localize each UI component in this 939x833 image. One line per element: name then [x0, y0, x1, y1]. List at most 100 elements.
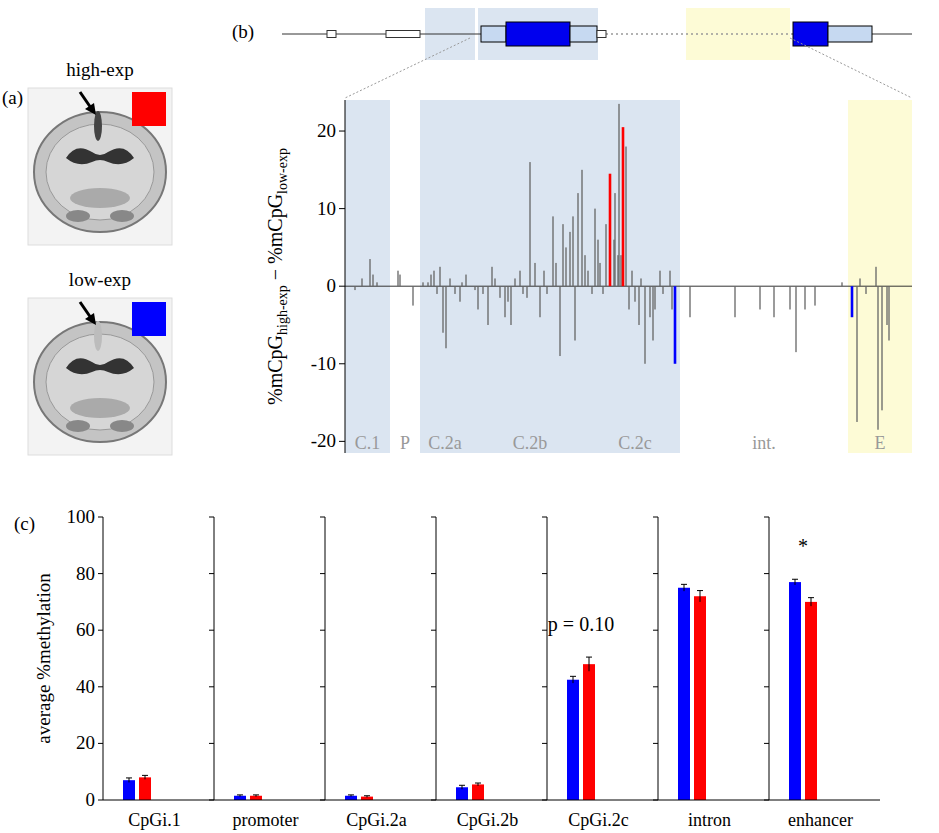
brain-section — [34, 322, 166, 442]
cpg-bar — [841, 282, 842, 286]
y-axis — [325, 517, 326, 800]
y-tick — [339, 286, 345, 287]
error-cap — [364, 795, 370, 796]
y-tick-label: 10 — [317, 198, 336, 219]
cpg-bar — [514, 278, 515, 286]
cpg-bar — [795, 286, 796, 352]
annotation: * — [798, 535, 808, 557]
y-tick — [764, 800, 769, 801]
cpg-bar — [584, 255, 585, 286]
error-bar — [475, 783, 481, 786]
region-band — [345, 100, 390, 453]
cpg-bar — [436, 286, 437, 294]
x-axis — [214, 800, 325, 801]
error-line — [145, 775, 146, 779]
bar — [345, 796, 357, 800]
error-bar — [348, 795, 354, 797]
error-bar — [808, 598, 814, 606]
utr — [828, 26, 872, 42]
y-tick — [339, 208, 345, 209]
cpg-bar — [591, 286, 592, 294]
y-axis-title: %mCpGhigh-exp − %mCpGlow-exp — [264, 148, 290, 405]
y-tick-label: 60 — [76, 619, 95, 640]
region-band — [848, 100, 912, 453]
cpg-bar — [543, 271, 544, 287]
cpg-bar — [859, 278, 860, 286]
region-label: int. — [752, 433, 776, 453]
cpg-bar — [669, 271, 670, 287]
error-line — [795, 579, 796, 585]
cpg-bar — [649, 286, 650, 317]
cpg-bar — [572, 216, 573, 286]
cpg-bar — [640, 278, 641, 286]
cpg-bar — [877, 286, 878, 430]
cpg-bar — [634, 286, 635, 302]
cpg-bar — [856, 286, 857, 422]
error-cap — [681, 584, 687, 585]
cpg-bar — [529, 162, 530, 286]
x-axis — [658, 800, 769, 801]
brain-region — [66, 420, 90, 432]
highlight-band — [478, 8, 598, 60]
y-axis-title-part: − %mCpG — [264, 194, 287, 285]
category-label: promoter — [233, 810, 299, 830]
arrow-head — [85, 103, 96, 115]
cpg-bar — [628, 286, 629, 309]
utr — [481, 26, 506, 42]
cpg-bar — [631, 271, 632, 287]
error-cap — [459, 785, 465, 786]
y-axis-title-part: %mCpG — [264, 335, 287, 405]
error-cap — [697, 590, 703, 591]
x-axis — [436, 800, 547, 801]
cpg-bar — [422, 282, 423, 286]
cpg-bar — [875, 267, 876, 286]
bar — [472, 784, 484, 800]
y-tick — [542, 686, 547, 687]
cpg-bar — [594, 209, 595, 287]
y-tick-label: 0 — [327, 275, 337, 296]
image-label: high-exp — [66, 59, 134, 80]
y-tick — [431, 800, 436, 801]
error-cap — [348, 794, 354, 795]
cpg-bar — [614, 193, 615, 286]
cpg-bar — [487, 286, 488, 325]
cpg-bar — [759, 286, 760, 309]
region-band — [590, 100, 680, 453]
y-tick — [209, 573, 214, 574]
cpg-bar — [625, 147, 626, 287]
cpg-bar — [659, 271, 660, 287]
panel-label: (b) — [232, 21, 254, 43]
y-tick — [98, 800, 103, 801]
y-tick — [431, 686, 436, 687]
ventricle — [66, 358, 134, 374]
error-bar — [142, 775, 148, 779]
cpg-bar — [559, 286, 560, 356]
annotation: p = 0.10 — [548, 613, 614, 636]
cpg-bar — [638, 286, 639, 325]
y-tick — [320, 630, 325, 631]
bars — [123, 582, 817, 800]
region-label: E — [875, 433, 886, 453]
cpg-bar — [491, 267, 492, 286]
cpg-bar — [433, 271, 434, 287]
x-axis — [325, 800, 436, 801]
category-label: intron — [688, 810, 731, 830]
cpg-bar — [597, 240, 598, 287]
image-frame — [28, 298, 172, 455]
y-tick — [209, 743, 214, 744]
cpg-bar — [671, 286, 672, 309]
y-axis-title-part: low-exp — [275, 148, 290, 194]
cpg-bar — [454, 286, 455, 294]
region-band — [420, 100, 470, 453]
x-axis — [769, 800, 880, 801]
bar — [567, 680, 579, 800]
error-line — [129, 778, 130, 783]
bar — [583, 664, 595, 800]
error-line — [811, 598, 812, 606]
error-bar — [237, 795, 243, 797]
cpg-bar — [372, 275, 373, 287]
cpg-bar — [361, 278, 362, 286]
y-tick — [320, 573, 325, 574]
error-cap — [237, 794, 243, 795]
y-tick — [209, 686, 214, 687]
